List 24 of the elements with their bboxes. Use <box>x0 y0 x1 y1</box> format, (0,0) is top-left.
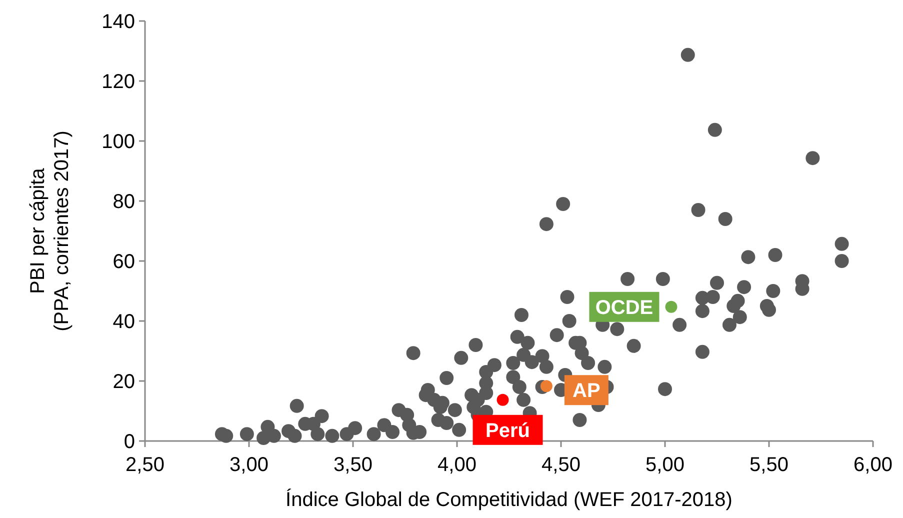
y-tick-label: 0 <box>124 431 135 453</box>
y-tick-label: 120 <box>102 71 135 93</box>
x-tick-label: 6,00 <box>854 454 892 476</box>
x-tick-label: 3,50 <box>334 454 372 476</box>
y-tick-label: 100 <box>102 131 135 153</box>
x-tick-label: 5,50 <box>750 454 788 476</box>
x-tick-label: 3,00 <box>230 454 268 476</box>
point <box>496 394 509 406</box>
y-tick-label: 20 <box>112 371 135 393</box>
x-tick-label: 4,50 <box>542 454 580 476</box>
series-label: Perú <box>486 420 530 442</box>
x-tick-label: 4,00 <box>438 454 476 476</box>
point <box>540 380 552 392</box>
y-tick-label: 40 <box>112 311 135 333</box>
y-tick-label: 60 <box>112 251 135 273</box>
y-axis-title: PBI per cápita (PPA, corrientes 2017) <box>27 130 73 332</box>
series-label: OCDE <box>595 296 654 319</box>
series-label: AP <box>572 380 600 402</box>
x-axis-title: Índice Global de Competitividad (WEF 2017-2018) <box>286 488 732 511</box>
point <box>665 300 678 313</box>
x-tick-label: 5,00 <box>646 454 684 476</box>
y-tick-label: 80 <box>112 191 135 213</box>
y-tick-label: 140 <box>102 11 135 33</box>
x-tick-label: 2,50 <box>126 454 164 476</box>
